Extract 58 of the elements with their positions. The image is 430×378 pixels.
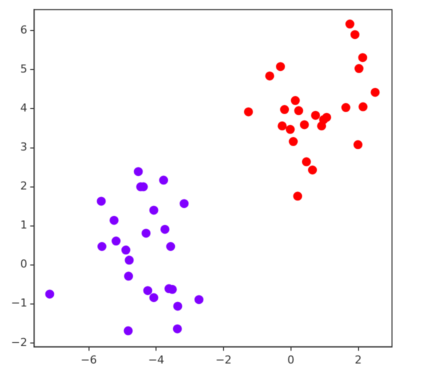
point bbox=[265, 71, 274, 80]
point bbox=[110, 216, 119, 225]
point bbox=[142, 228, 151, 238]
point bbox=[358, 102, 368, 112]
point bbox=[300, 120, 309, 130]
point bbox=[172, 324, 182, 334]
point bbox=[345, 20, 354, 29]
y-tick-label: 4 bbox=[20, 102, 28, 115]
point bbox=[294, 106, 304, 116]
y-tick-label: 1 bbox=[20, 218, 28, 232]
point bbox=[322, 112, 332, 122]
point bbox=[293, 192, 302, 201]
point bbox=[194, 295, 204, 304]
point bbox=[290, 96, 300, 106]
y-tick-label: 3 bbox=[20, 140, 28, 154]
point bbox=[286, 124, 295, 134]
point bbox=[96, 196, 106, 206]
point bbox=[149, 206, 158, 215]
x-tick-label: 2 bbox=[354, 353, 362, 366]
point bbox=[278, 121, 287, 130]
point bbox=[341, 103, 350, 112]
point bbox=[45, 290, 54, 299]
point bbox=[302, 157, 311, 166]
point bbox=[358, 53, 368, 62]
x-tick-label: −6 bbox=[80, 353, 97, 366]
point bbox=[311, 110, 320, 120]
point bbox=[280, 105, 290, 114]
point bbox=[180, 199, 189, 208]
point bbox=[124, 272, 134, 281]
point bbox=[350, 30, 360, 40]
point bbox=[370, 88, 380, 97]
point bbox=[244, 107, 253, 116]
point bbox=[160, 224, 170, 234]
point bbox=[149, 293, 158, 302]
y-tick-label: −2 bbox=[10, 336, 28, 349]
point bbox=[288, 137, 298, 146]
point bbox=[166, 242, 176, 251]
y-tick-label: 6 bbox=[20, 24, 28, 37]
point bbox=[134, 167, 143, 176]
y-tick-label: 5 bbox=[20, 62, 28, 76]
x-tick-label: −4 bbox=[148, 353, 164, 366]
point bbox=[308, 166, 317, 175]
point bbox=[121, 246, 130, 255]
point bbox=[124, 256, 134, 265]
y-tick-label: 0 bbox=[20, 258, 28, 271]
point bbox=[143, 286, 152, 296]
point bbox=[276, 62, 285, 72]
x-tick-label: −2 bbox=[215, 353, 232, 366]
point bbox=[97, 242, 106, 251]
point bbox=[159, 176, 168, 185]
y-tick-label: −1 bbox=[10, 296, 28, 310]
point bbox=[173, 302, 182, 311]
x-tick-label: 0 bbox=[287, 353, 294, 366]
point bbox=[353, 140, 362, 150]
point bbox=[354, 64, 364, 74]
point bbox=[112, 236, 121, 246]
point bbox=[124, 326, 133, 336]
y-tick-label: 2 bbox=[20, 180, 28, 193]
